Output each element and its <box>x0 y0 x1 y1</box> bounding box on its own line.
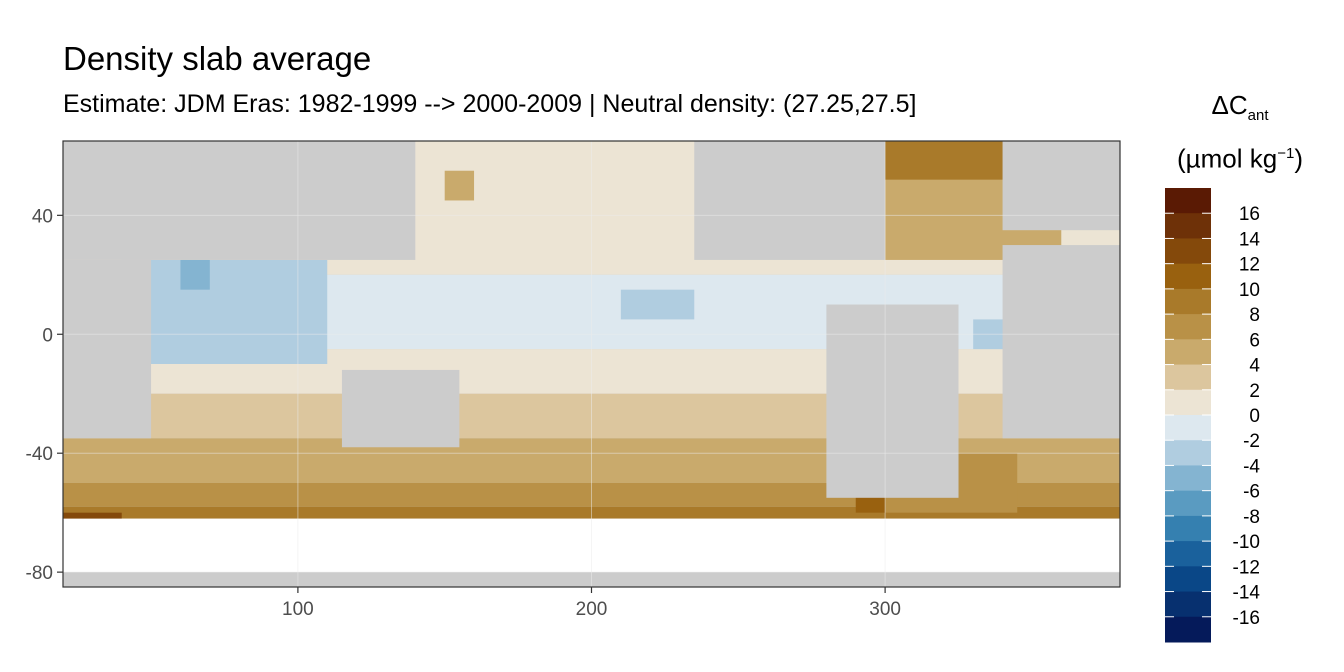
y-tick-label: -40 <box>26 444 53 465</box>
legend-label: -8 <box>1243 507 1260 528</box>
legend-label: -2 <box>1243 431 1260 452</box>
legend-unit-prefix: (µmol kg <box>1177 143 1278 174</box>
legend-label: -10 <box>1233 532 1260 553</box>
legend-swatch-16 <box>1165 591 1211 618</box>
legend-label: 8 <box>1249 305 1260 326</box>
x-tick-label: 300 <box>869 599 901 620</box>
legend-swatch-13 <box>1165 515 1211 542</box>
legend-unit-suffix: ) <box>1294 143 1303 174</box>
land-region-4 <box>826 304 959 498</box>
patch-cell-3 <box>180 259 210 290</box>
legend-label: 6 <box>1249 330 1260 351</box>
chart-subtitle: Estimate: JDM Eras: 1982-1999 --> 2000-2… <box>63 90 917 118</box>
legend-swatch-17 <box>1165 616 1211 643</box>
legend-label: 12 <box>1239 255 1260 276</box>
land-region-1 <box>63 259 152 439</box>
legend-label: 4 <box>1249 356 1260 377</box>
x-tick-label: 100 <box>282 599 314 620</box>
legend-label: -6 <box>1243 482 1260 503</box>
land-region-3 <box>694 141 886 260</box>
legend-swatch-4 <box>1165 288 1211 315</box>
x-tick-label: 200 <box>576 599 608 620</box>
legend-swatch-9 <box>1165 415 1211 441</box>
legend-swatch-0 <box>1165 188 1211 214</box>
legend-label: -12 <box>1233 557 1260 578</box>
legend-swatch-1 <box>1165 213 1211 239</box>
chart-title: Density slab average <box>63 40 372 77</box>
legend-title: ΔCant (µmol kg−1) <box>1150 86 1330 178</box>
plot-area <box>63 141 1120 587</box>
legend-label: -16 <box>1233 608 1260 629</box>
legend-swatch-10 <box>1165 440 1211 466</box>
legend-label: 10 <box>1239 280 1260 301</box>
legend: 16 14 12 10 8 6 4 2 0 -2 -4 -6 -8 -10 -12 -14 -16 <box>1165 188 1260 643</box>
legend-label: 16 <box>1239 204 1260 225</box>
land-region-5 <box>1002 245 1120 439</box>
legend-label: 0 <box>1249 406 1260 427</box>
legend-unit-superscript: −1 <box>1277 145 1295 163</box>
legend-title-symbol: ΔC <box>1211 90 1248 120</box>
patch-cell-10 <box>444 170 475 201</box>
legend-title-unit: (µmol kg−1) <box>1150 135 1330 178</box>
legend-swatch-2 <box>1165 238 1211 265</box>
y-tick-label: -80 <box>26 563 53 584</box>
patch-cell-2 <box>121 259 328 364</box>
legend-swatch-6 <box>1165 339 1211 366</box>
legend-title-main: ΔCant <box>1150 86 1330 135</box>
legend-title-subscript: ant <box>1247 107 1269 125</box>
land-region-0 <box>63 141 416 260</box>
legend-label: 14 <box>1239 229 1261 250</box>
patch-cell-4 <box>620 289 695 320</box>
legend-swatch-15 <box>1165 566 1211 593</box>
legend-label: -4 <box>1243 456 1260 477</box>
y-tick-label: 0 <box>42 325 53 346</box>
legend-swatch-14 <box>1165 541 1211 567</box>
legend-label: -14 <box>1233 583 1261 604</box>
y-tick-label: 40 <box>32 206 53 227</box>
legend-swatch-8 <box>1165 389 1211 416</box>
legend-swatch-5 <box>1165 314 1211 340</box>
legend-label: 2 <box>1249 381 1260 402</box>
legend-swatch-11 <box>1165 465 1211 492</box>
land-region-6 <box>1002 141 1120 231</box>
land-region-2 <box>341 369 460 448</box>
legend-swatch-7 <box>1165 364 1211 391</box>
legend-swatch-12 <box>1165 490 1211 517</box>
legend-swatch-3 <box>1165 263 1211 290</box>
